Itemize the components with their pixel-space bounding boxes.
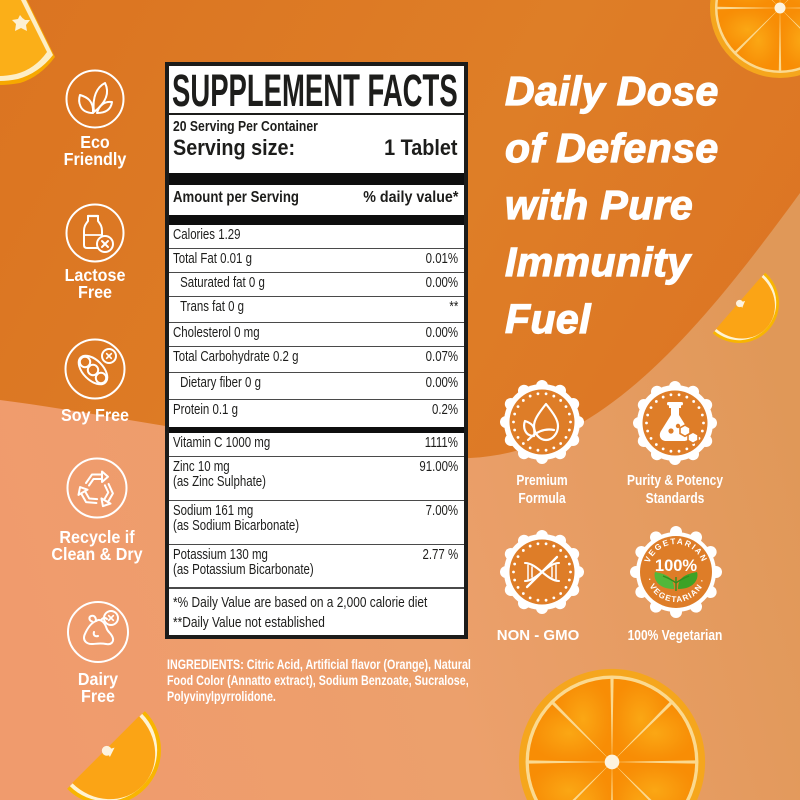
svg-text:100%: 100% [655,557,698,575]
